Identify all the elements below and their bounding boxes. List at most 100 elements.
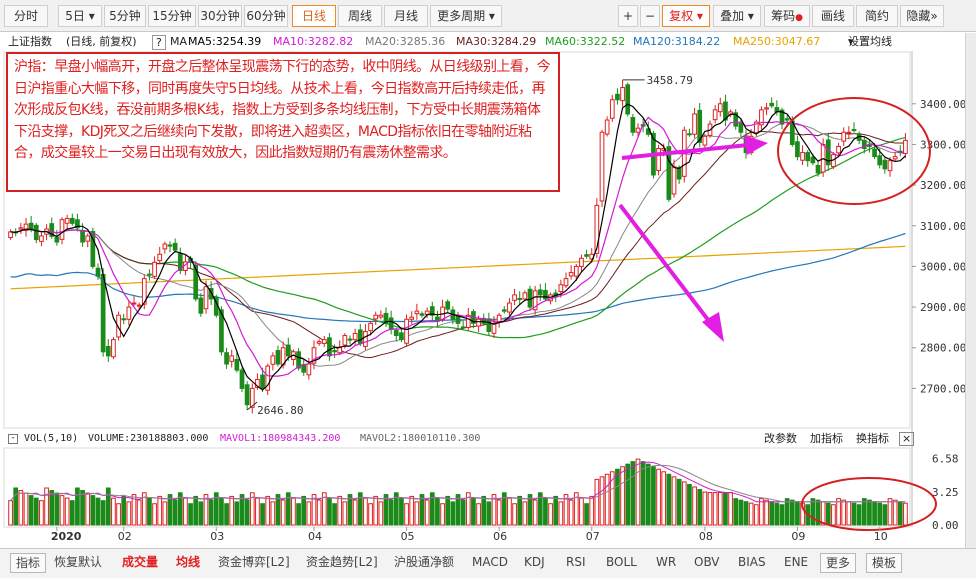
ma30-value: MA30:3284.29 bbox=[456, 35, 537, 48]
indicator-tab-1[interactable]: 恢复默认 bbox=[54, 555, 103, 569]
candle-body bbox=[275, 350, 281, 365]
volume-bar bbox=[249, 492, 255, 526]
candle-body bbox=[476, 318, 481, 327]
overlay-dropdown[interactable]: 叠加 ▾ bbox=[713, 5, 761, 27]
tab-weekly[interactable]: 周线 bbox=[338, 5, 382, 27]
tab-30min[interactable]: 30分钟 bbox=[198, 5, 242, 27]
draw-line-button[interactable]: 画线 bbox=[812, 5, 854, 27]
volume-bar bbox=[568, 499, 574, 526]
indicator-tab-7[interactable]: MACD bbox=[472, 555, 508, 569]
candle-body bbox=[404, 318, 409, 344]
candle-body bbox=[49, 223, 55, 237]
volume-bar bbox=[275, 494, 281, 526]
tab-fenshi[interactable]: 分时 bbox=[4, 5, 48, 27]
help-icon[interactable]: ? bbox=[152, 35, 166, 50]
candle-body bbox=[537, 289, 543, 296]
candle-body bbox=[486, 318, 492, 332]
candle-body bbox=[861, 139, 867, 150]
indicator-tab-8[interactable]: KDJ bbox=[524, 555, 545, 569]
volume-bar bbox=[748, 502, 754, 526]
indicator-tab-11[interactable]: WR bbox=[656, 555, 677, 569]
tab-monthly[interactable]: 月线 bbox=[384, 5, 428, 27]
volume-bar bbox=[54, 492, 60, 526]
close-icon[interactable]: × bbox=[899, 432, 915, 446]
add-indicator-button[interactable]: 加指标 bbox=[810, 432, 843, 445]
double-chevron-right-icon: » bbox=[930, 9, 938, 23]
indicator-tab-16[interactable]: 模板 bbox=[866, 553, 903, 573]
candle-body bbox=[193, 264, 199, 300]
volume-bar bbox=[465, 492, 471, 526]
candle-body bbox=[147, 273, 152, 276]
candle-body bbox=[512, 294, 517, 301]
candle-body bbox=[121, 318, 127, 321]
volume-bar bbox=[692, 486, 697, 526]
volume-bar bbox=[409, 495, 415, 526]
candle-body bbox=[59, 219, 65, 240]
candle-body bbox=[872, 148, 877, 158]
candle-body bbox=[39, 235, 44, 242]
arrow-line bbox=[621, 143, 749, 160]
indicator-tab-4[interactable]: 资金博弈[L2] bbox=[218, 555, 290, 569]
simple-button[interactable]: 简约 bbox=[856, 5, 898, 27]
indicator-tab-13[interactable]: BIAS bbox=[738, 555, 766, 569]
volume-bar bbox=[455, 494, 461, 526]
tab-5min[interactable]: 5分钟 bbox=[104, 5, 146, 27]
y-tick-label: 3300.00 bbox=[920, 138, 965, 151]
volume-bar bbox=[491, 494, 497, 526]
candle-body bbox=[579, 257, 584, 267]
candle-body bbox=[784, 118, 790, 121]
volume-bar bbox=[147, 497, 152, 526]
switch-indicator-button[interactable]: 换指标 bbox=[856, 432, 889, 445]
volume-bar bbox=[666, 473, 672, 526]
candle-body bbox=[306, 363, 312, 376]
x-month-label: 2020 bbox=[51, 530, 82, 543]
highlight-ellipse bbox=[777, 97, 931, 205]
indicator-tab-14[interactable]: ENE bbox=[784, 555, 809, 569]
candle-body bbox=[105, 345, 111, 357]
collapse-icon[interactable]: - bbox=[8, 434, 18, 444]
candle-body bbox=[239, 369, 245, 389]
zoom-out-button[interactable]: − bbox=[640, 5, 660, 27]
indicator-tab-10[interactable]: BOLL bbox=[606, 555, 637, 569]
volume-bar bbox=[131, 494, 137, 526]
candle-body bbox=[157, 253, 163, 262]
zoom-in-button[interactable]: + bbox=[618, 5, 638, 27]
tab-5day[interactable]: 5日 ▾ bbox=[58, 5, 102, 27]
indicator-tab-6[interactable]: 沪股通净额 bbox=[394, 555, 455, 569]
tab-60min[interactable]: 60分钟 bbox=[244, 5, 288, 27]
indicator-tab-3[interactable]: 均线 bbox=[176, 555, 201, 569]
indicator-tab-15[interactable]: 更多 bbox=[820, 553, 857, 573]
volume-bar bbox=[347, 494, 353, 526]
right-scrollbar[interactable] bbox=[965, 33, 976, 548]
indicator-tab-12[interactable]: OBV bbox=[694, 555, 720, 569]
hide-button[interactable]: 隐藏» bbox=[900, 5, 944, 27]
tab-15min[interactable]: 15分钟 bbox=[148, 5, 196, 27]
indicator-tab-2[interactable]: 成交量 bbox=[122, 555, 159, 569]
tab-daily[interactable]: 日线 bbox=[292, 5, 336, 27]
volume-bar bbox=[512, 503, 517, 526]
chips-button[interactable]: 筹码● bbox=[764, 5, 810, 27]
candle-body bbox=[270, 355, 276, 365]
indicator-tab-9[interactable]: RSI bbox=[566, 555, 586, 569]
volume-bar bbox=[522, 501, 528, 526]
chevron-down-icon: ▾ bbox=[88, 9, 95, 23]
indicator-tab-0[interactable]: 指标 bbox=[10, 553, 47, 573]
candle-body bbox=[8, 231, 13, 238]
volume-bar bbox=[589, 495, 595, 526]
indicator-tab-5[interactable]: 资金趋势[L2] bbox=[306, 555, 378, 569]
volume-bar bbox=[625, 463, 631, 526]
tab-more-periods[interactable]: 更多周期 ▾ bbox=[430, 5, 502, 27]
candle-body bbox=[378, 314, 384, 318]
candle-body bbox=[373, 314, 379, 320]
change-params-button[interactable]: 改参数 bbox=[764, 432, 797, 445]
volume-bar bbox=[424, 499, 430, 526]
candle-body bbox=[260, 374, 265, 389]
candle-body bbox=[717, 103, 723, 113]
volume-bar bbox=[172, 499, 178, 526]
volume-bar bbox=[486, 501, 492, 526]
adjust-dropdown[interactable]: 复权 ▾ bbox=[662, 5, 710, 27]
candle-body bbox=[208, 288, 214, 300]
volume-bar bbox=[630, 461, 636, 526]
candle-body bbox=[671, 166, 677, 195]
volume-bar bbox=[162, 501, 168, 526]
